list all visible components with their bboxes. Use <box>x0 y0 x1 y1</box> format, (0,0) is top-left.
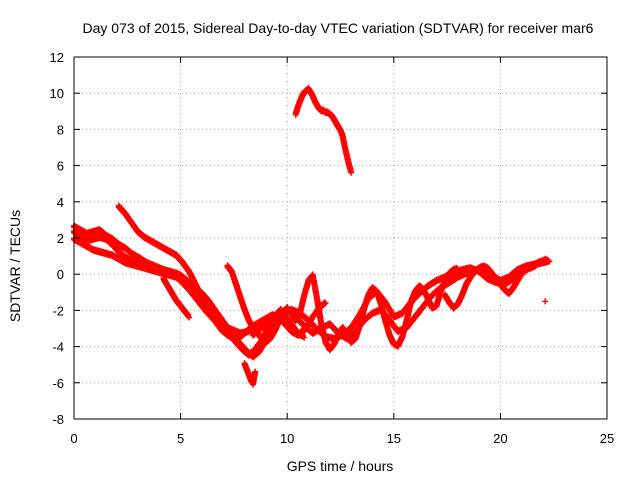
x-tick-label: 15 <box>387 431 401 446</box>
data-point <box>542 298 549 305</box>
x-tick-label: 0 <box>70 431 77 446</box>
grid-lines <box>74 57 607 419</box>
y-tick-label: -4 <box>52 340 64 355</box>
axis-ticks <box>73 56 608 420</box>
y-tick-label: 8 <box>57 122 64 137</box>
x-tick-label: 20 <box>493 431 507 446</box>
x-tick-label: 10 <box>280 431 294 446</box>
data-point <box>307 320 314 327</box>
y-tick-label: -8 <box>52 412 64 427</box>
y-tick-label: 0 <box>57 267 64 282</box>
y-tick-label: 2 <box>57 231 64 246</box>
y-tick-label: 4 <box>57 195 64 210</box>
data-point <box>454 265 461 272</box>
chart-title: Day 073 of 2015, Sidereal Day-to-day VTE… <box>83 20 594 36</box>
plot-frame <box>73 56 608 420</box>
y-tick-label: 10 <box>50 86 64 101</box>
y-tick-label: 6 <box>57 159 64 174</box>
data-point <box>322 300 329 307</box>
x-tick-label: 5 <box>177 431 184 446</box>
data-point <box>186 314 193 321</box>
data-points <box>71 84 553 388</box>
y-tick-labels: -8 -6 -4 -2 0 2 4 6 8 10 12 <box>50 50 64 427</box>
y-tick-label: -6 <box>52 376 64 391</box>
data-point <box>301 334 308 341</box>
x-tick-labels: 0 5 10 15 20 25 <box>70 431 614 446</box>
x-axis-title: GPS time / hours <box>287 458 394 474</box>
y-tick-label: -2 <box>52 303 64 318</box>
y-axis-title: SDTVAR / TECUs <box>7 210 23 322</box>
x-tick-label: 25 <box>600 431 614 446</box>
y-tick-label: 12 <box>50 50 64 65</box>
